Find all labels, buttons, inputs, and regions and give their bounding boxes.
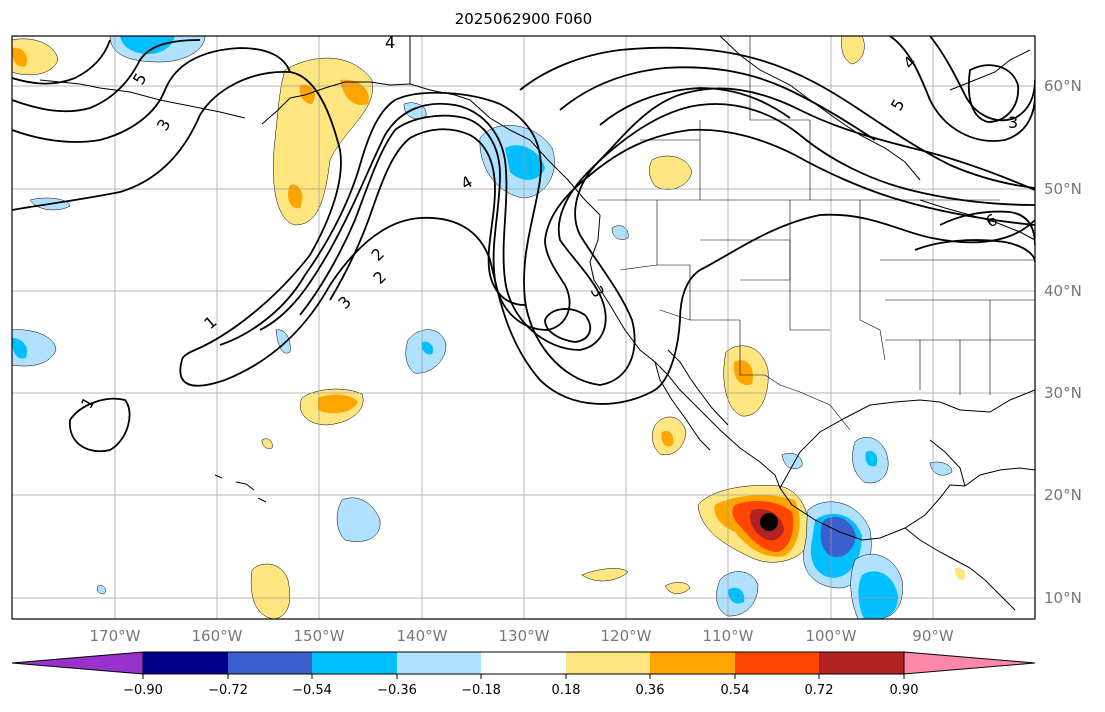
colorbar-segment [143, 652, 228, 674]
contour-label: 3 [587, 283, 609, 301]
lon-label: 140°W [396, 627, 448, 645]
contour-label: 2 [367, 244, 388, 265]
contour-2 [219, 87, 1035, 386]
colorbar-segment [481, 652, 566, 674]
lat-label: 60°N [1044, 77, 1082, 95]
lat-label: 50°N [1044, 180, 1082, 198]
colorbar-tick-label: −0.18 [461, 683, 501, 698]
contour-label: 4 [458, 172, 476, 194]
colorbar-segment [228, 652, 312, 674]
contour-5 [329, 128, 526, 306]
colorbar-segment [819, 652, 904, 674]
colorbar [11, 651, 1036, 679]
colorbar-tick-label: −0.90 [123, 683, 163, 698]
colorbar-tick-label: 0.72 [804, 683, 834, 698]
lon-label: 110°W [702, 627, 754, 645]
lon-label: 120°W [600, 627, 652, 645]
lat-label: 30°N [1044, 384, 1082, 402]
colorbar-segment [312, 652, 397, 674]
contour-label: 3 [1008, 113, 1018, 132]
contour-label-group: 1 1 2 2 3 3 3 4 4 4 5 5 6 3 [77, 33, 1018, 412]
contour-label: 4 [385, 33, 395, 52]
colorbar-segment [735, 652, 819, 674]
contour-4 [299, 114, 1035, 331]
contour-label: 5 [887, 96, 909, 114]
lat-label: 40°N [1044, 282, 1082, 300]
colorbar-segment [650, 652, 735, 674]
colorbar-outline [142, 651, 905, 675]
colorbar-tick-label: 0.54 [720, 683, 750, 698]
contour-1 [179, 213, 1035, 405]
positive-anomaly-alaska [272, 57, 373, 226]
lon-label: 150°W [293, 627, 345, 645]
colorbar-tick-label: 0.90 [889, 683, 919, 698]
lon-label: 130°W [498, 627, 550, 645]
political-borders [598, 36, 1035, 431]
lon-label: 170°W [89, 627, 141, 645]
height-contours [12, 36, 1035, 453]
colorbar-tick-label: 0.18 [551, 683, 581, 698]
colorbar-tick-label: −0.36 [377, 683, 417, 698]
colorbar-tick-label: 0.36 [635, 683, 665, 698]
colorbar-extend-min [11, 651, 144, 675]
contour-label: 3 [153, 116, 175, 134]
cyclone-center-marker [760, 513, 778, 531]
lat-label: 20°N [1044, 486, 1082, 504]
contour-label: 3 [334, 292, 355, 313]
lat-label: 10°N [1044, 589, 1082, 607]
colorbar-segment [566, 652, 650, 674]
map-frame [11, 35, 1036, 620]
colorbar-tick-label: −0.54 [292, 683, 332, 698]
colorbar-tick-label: −0.72 [208, 683, 248, 698]
contour-1-west [12, 71, 342, 361]
coastlines [39, 36, 1035, 611]
contour-label: 2 [369, 267, 390, 288]
lon-label: 100°W [805, 627, 857, 645]
lon-label: 160°W [191, 627, 243, 645]
map-title: 2025062900 F060 [454, 10, 593, 28]
colorbar-extend-max [903, 651, 1036, 675]
lon-label: 90°W [912, 627, 954, 645]
colorbar-segment [397, 652, 481, 674]
contour-3 [259, 102, 1035, 351]
contour-label: 5 [129, 70, 151, 88]
